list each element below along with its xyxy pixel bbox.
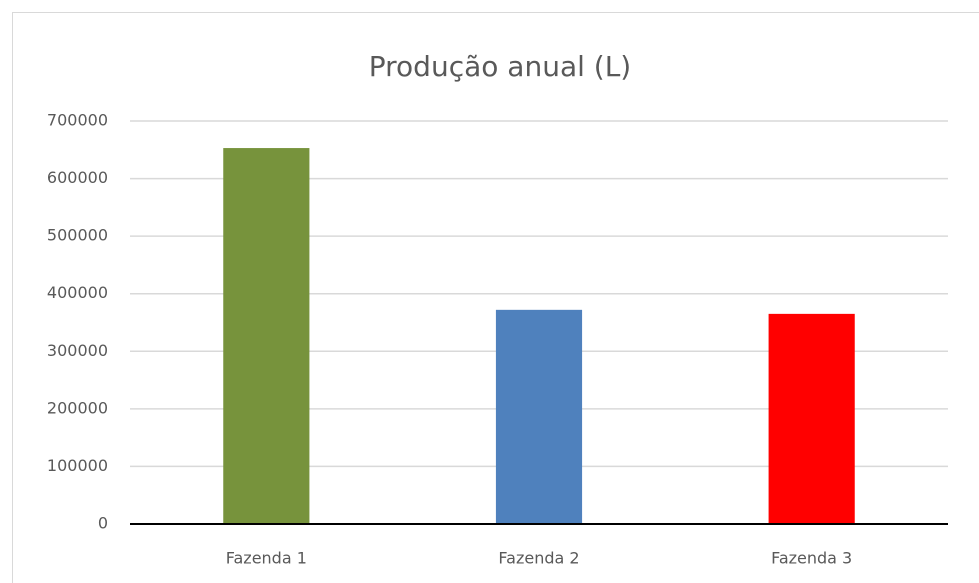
- x-tick-label: Fazenda 3: [771, 549, 852, 568]
- y-tick-label: 600000: [47, 168, 108, 187]
- y-tick-label: 300000: [47, 341, 108, 360]
- y-tick-label: 100000: [47, 456, 108, 475]
- y-tick-label: 500000: [47, 226, 108, 245]
- bar: [768, 313, 855, 524]
- y-tick-label: 400000: [47, 283, 108, 302]
- y-tick-label: 200000: [47, 398, 108, 417]
- y-tick-label: 0: [98, 514, 108, 533]
- y-tick-label: 700000: [47, 111, 108, 130]
- chart-title: Produção anual (L): [369, 50, 631, 83]
- x-tick-label: Fazenda 2: [498, 549, 579, 568]
- x-tick-label: Fazenda 1: [226, 549, 307, 568]
- bar: [223, 148, 310, 524]
- bar: [495, 309, 583, 524]
